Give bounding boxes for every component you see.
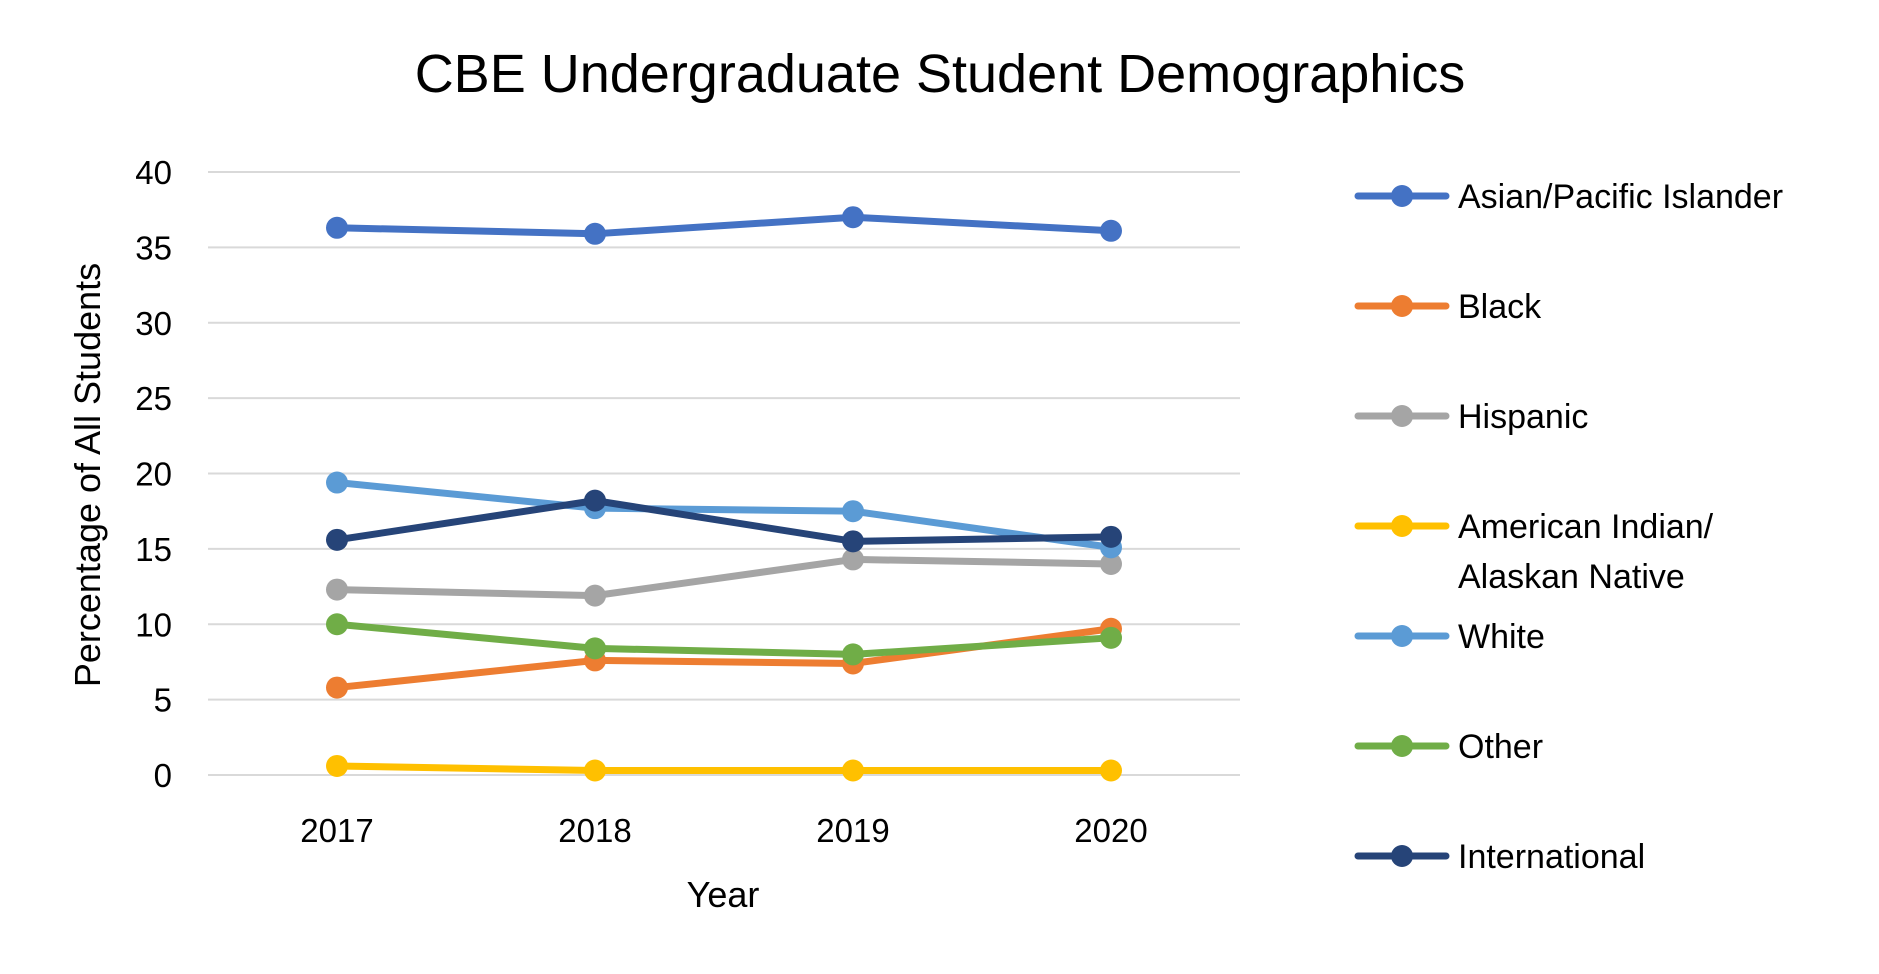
data-point	[326, 754, 348, 777]
series-6	[326, 489, 1122, 553]
x-tick-label: 2018	[558, 812, 631, 849]
y-axis-ticks: 0 5 10 15 20 25 30 35 40	[135, 154, 172, 794]
legend-item: Other	[1354, 728, 1543, 766]
x-tick-label: 2019	[816, 812, 889, 849]
legend-label: Asian/Pacific Islander	[1458, 178, 1783, 216]
legend-label: Other	[1458, 728, 1543, 766]
series-3	[326, 754, 1122, 782]
y-tick-label: 15	[135, 531, 172, 568]
legend-marker	[1391, 185, 1413, 207]
data-point	[326, 676, 348, 699]
series-1	[326, 617, 1122, 699]
data-point	[326, 528, 348, 551]
data-point	[326, 613, 348, 636]
series-line	[333, 620, 1115, 658]
data-point	[842, 530, 864, 553]
data-point	[584, 489, 606, 512]
series-line	[333, 555, 1115, 600]
chart-title: CBE Undergraduate Student Demographics	[415, 44, 1466, 104]
legend-item: Black	[1354, 288, 1542, 326]
y-axis-title: Percentage of All Students	[67, 263, 108, 687]
series-layer	[326, 206, 1122, 782]
y-tick-label: 10	[135, 606, 172, 643]
data-point	[326, 216, 348, 239]
series-5	[326, 613, 1122, 666]
series-line	[333, 213, 1115, 238]
gridlines	[208, 171, 1240, 776]
data-point	[842, 759, 864, 782]
series-line	[333, 762, 1115, 774]
legend-item: Hispanic	[1354, 398, 1588, 436]
legend-marker	[1391, 845, 1413, 867]
x-axis-title: Year	[687, 874, 760, 915]
legend-marker	[1391, 405, 1413, 427]
data-point	[326, 578, 348, 601]
legend-label: International	[1458, 838, 1645, 876]
data-point	[1100, 525, 1122, 548]
legend-marker	[1391, 295, 1413, 317]
y-tick-label: 30	[135, 305, 172, 342]
y-tick-label: 40	[135, 154, 172, 191]
legend-item: White	[1354, 618, 1545, 656]
data-point	[584, 584, 606, 607]
legend-item: American Indian/Alaskan Native	[1354, 508, 1714, 596]
legend-item: International	[1354, 838, 1645, 876]
data-point	[584, 759, 606, 782]
y-tick-label: 25	[135, 380, 172, 417]
series-0	[326, 206, 1122, 245]
y-tick-label: 0	[154, 757, 172, 794]
legend-label: White	[1458, 618, 1545, 656]
legend-label: Black	[1458, 288, 1542, 326]
data-point	[1100, 759, 1122, 782]
series-4	[326, 471, 1122, 559]
series-2	[326, 548, 1122, 607]
y-tick-label: 5	[154, 682, 172, 719]
series-line	[333, 497, 1115, 545]
series-line	[333, 479, 1115, 551]
data-point	[584, 637, 606, 660]
legend-marker	[1391, 515, 1413, 537]
legend-item: Asian/Pacific Islander	[1354, 178, 1783, 216]
data-point	[1100, 219, 1122, 242]
x-tick-label: 2017	[300, 812, 373, 849]
legend-marker	[1391, 625, 1413, 647]
data-point	[1100, 552, 1122, 575]
x-tick-label: 2020	[1074, 812, 1147, 849]
legend: Asian/Pacific Islander Black Hispanic Ameri…	[1354, 178, 1783, 876]
data-point	[842, 206, 864, 229]
data-point	[842, 500, 864, 523]
legend-label: American Indian/	[1458, 508, 1714, 546]
data-point	[584, 222, 606, 245]
data-point	[1100, 626, 1122, 649]
y-tick-label: 35	[135, 229, 172, 266]
data-point	[326, 471, 348, 494]
legend-label: Hispanic	[1458, 398, 1588, 436]
data-point	[842, 548, 864, 571]
x-axis-ticks: 2017 2018 2019 2020	[300, 812, 1147, 849]
data-point	[842, 643, 864, 666]
y-tick-label: 20	[135, 456, 172, 493]
legend-marker	[1391, 735, 1413, 757]
legend-label: Alaskan Native	[1458, 558, 1685, 596]
